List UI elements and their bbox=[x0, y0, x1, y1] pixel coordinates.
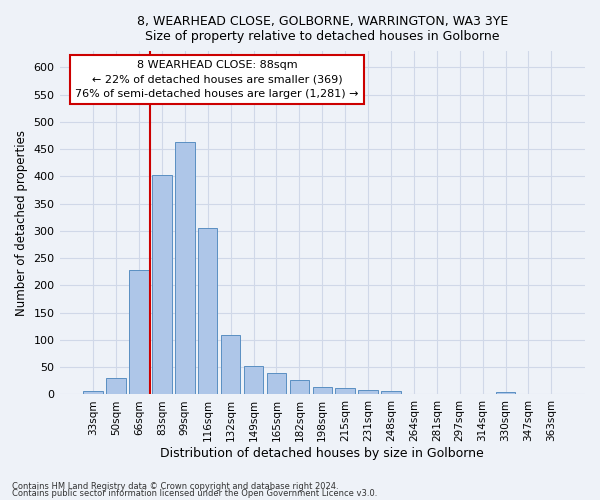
Bar bbox=[244, 366, 263, 394]
Bar bbox=[83, 390, 103, 394]
Text: Contains public sector information licensed under the Open Government Licence v3: Contains public sector information licen… bbox=[12, 489, 377, 498]
Text: Contains HM Land Registry data © Crown copyright and database right 2024.: Contains HM Land Registry data © Crown c… bbox=[12, 482, 338, 491]
Bar bbox=[358, 390, 378, 394]
Text: ← 22% of detached houses are smaller (369): ← 22% of detached houses are smaller (36… bbox=[92, 74, 343, 85]
Bar bbox=[175, 142, 194, 395]
Bar bbox=[198, 228, 217, 394]
Text: 8 WEARHEAD CLOSE: 88sqm: 8 WEARHEAD CLOSE: 88sqm bbox=[137, 60, 298, 70]
Bar bbox=[267, 373, 286, 394]
X-axis label: Distribution of detached houses by size in Golborne: Distribution of detached houses by size … bbox=[160, 447, 484, 460]
Bar bbox=[335, 388, 355, 394]
Bar bbox=[129, 270, 149, 394]
Bar bbox=[152, 176, 172, 394]
Bar bbox=[106, 378, 126, 394]
Bar bbox=[313, 387, 332, 394]
Bar bbox=[290, 380, 309, 394]
Bar bbox=[496, 392, 515, 394]
Y-axis label: Number of detached properties: Number of detached properties bbox=[15, 130, 28, 316]
FancyBboxPatch shape bbox=[70, 54, 364, 104]
Bar bbox=[381, 391, 401, 394]
Title: 8, WEARHEAD CLOSE, GOLBORNE, WARRINGTON, WA3 3YE
Size of property relative to de: 8, WEARHEAD CLOSE, GOLBORNE, WARRINGTON,… bbox=[137, 15, 508, 43]
Text: 76% of semi-detached houses are larger (1,281) →: 76% of semi-detached houses are larger (… bbox=[76, 90, 359, 100]
Bar bbox=[221, 334, 241, 394]
